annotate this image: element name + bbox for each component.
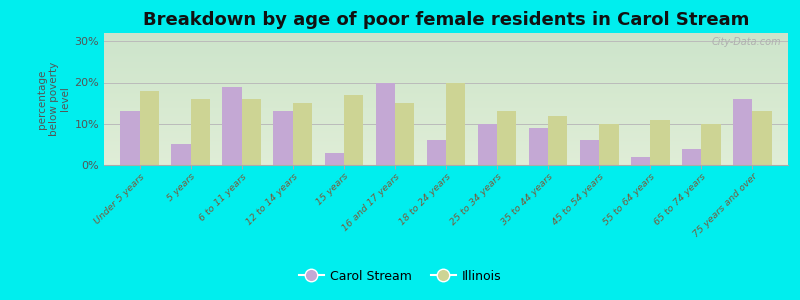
Bar [702, 124, 721, 165]
Bar [426, 140, 446, 165]
Bar [529, 128, 548, 165]
Bar [548, 116, 567, 165]
Bar [242, 99, 262, 165]
Bar [120, 111, 140, 165]
Bar [344, 95, 363, 165]
Bar [222, 87, 242, 165]
Bar [375, 82, 395, 165]
Bar [650, 120, 670, 165]
Bar [190, 99, 210, 165]
Bar [293, 103, 312, 165]
Title: Breakdown by age of poor female residents in Carol Stream: Breakdown by age of poor female resident… [143, 11, 749, 29]
Bar [171, 144, 190, 165]
Bar [395, 103, 414, 165]
Legend: Carol Stream, Illinois: Carol Stream, Illinois [294, 265, 506, 288]
Y-axis label: percentage
below poverty
level: percentage below poverty level [37, 62, 70, 136]
Bar [446, 82, 466, 165]
Bar [580, 140, 599, 165]
Text: City-Data.com: City-Data.com [711, 37, 781, 47]
Bar [599, 124, 618, 165]
Bar [682, 148, 702, 165]
Bar [274, 111, 293, 165]
Bar [140, 91, 159, 165]
Bar [478, 124, 497, 165]
Bar [733, 99, 752, 165]
Bar [630, 157, 650, 165]
Bar [497, 111, 517, 165]
Bar [752, 111, 772, 165]
Bar [325, 153, 344, 165]
